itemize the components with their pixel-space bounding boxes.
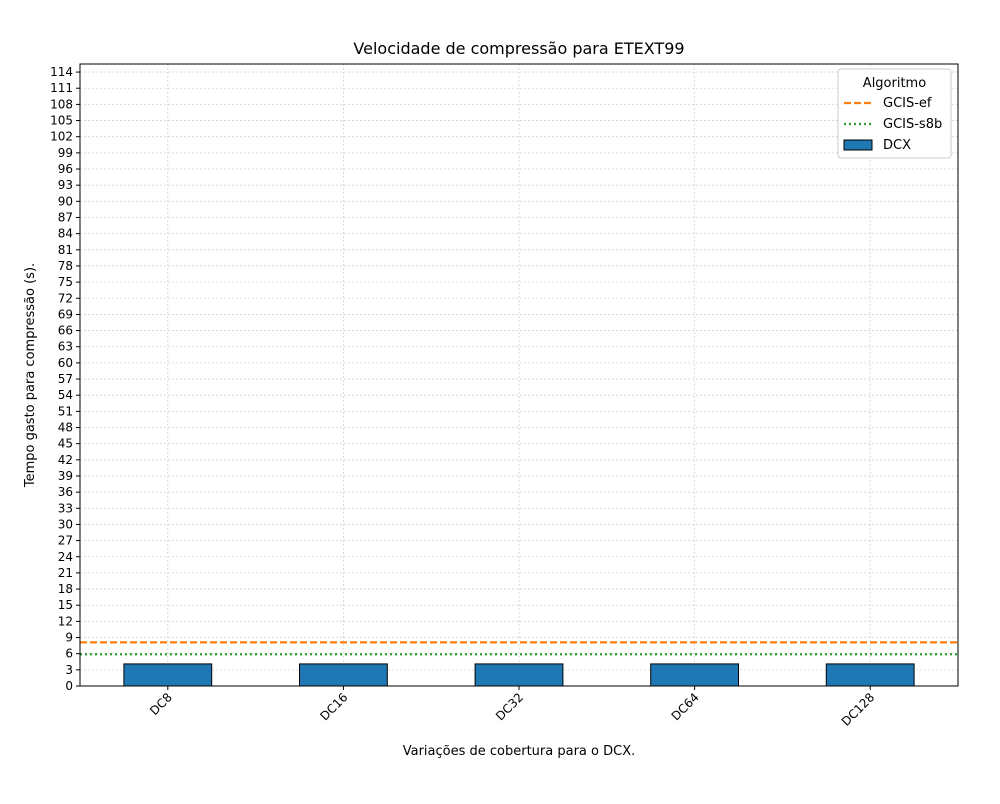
y-tick-label: 45 (58, 437, 73, 451)
y-tick-label: 6 (65, 647, 73, 661)
legend: Algoritmo GCIS-ef GCIS-s8b DCX (837, 68, 952, 159)
bars (123, 663, 915, 687)
reference-lines (80, 641, 958, 656)
bar-dc16 (299, 663, 388, 687)
y-tick-label: 63 (58, 340, 73, 354)
y-tick-label: 93 (58, 178, 73, 192)
y-tick-label: 0 (65, 679, 73, 693)
x-tick-label: DC32 (493, 690, 526, 723)
y-tick-label: 21 (58, 566, 73, 580)
y-tick-label: 3 (65, 663, 73, 677)
y-tick-label: 9 (65, 631, 73, 645)
bar-dc128 (825, 663, 915, 687)
y-tick-label: 87 (58, 210, 73, 224)
x-tick-label: DC8 (147, 690, 175, 718)
legend-label-gcis-s8b: GCIS-s8b (883, 117, 942, 132)
bar-dc8 (123, 663, 213, 687)
x-tick-label: DC64 (669, 690, 702, 723)
legend-label-gcis-ef: GCIS-ef (883, 96, 932, 111)
y-tick-label: 114 (50, 65, 73, 79)
y-tick-label: 72 (58, 291, 73, 305)
y-tick-label: 12 (58, 614, 73, 628)
x-tick-label: DC128 (839, 690, 878, 729)
x-tick-label: DC16 (317, 690, 350, 723)
y-tick-label: 15 (58, 598, 73, 612)
legend-title: Algoritmo (863, 76, 926, 91)
legend-box (837, 68, 952, 159)
y-tick-label: 54 (58, 388, 73, 402)
y-tick-label: 18 (58, 582, 73, 596)
y-tick-label: 84 (58, 227, 73, 241)
y-tick-label: 108 (50, 97, 73, 111)
y-tick-label: 57 (58, 372, 73, 386)
y-tick-label: 30 (58, 517, 73, 531)
y-tick-label: 111 (50, 81, 73, 95)
y-tick-label: 105 (50, 114, 73, 128)
y-axis-title: Tempo gasto para compressão (s). (23, 263, 38, 488)
y-tick-label: 81 (58, 243, 73, 257)
y-tick-label: 39 (58, 469, 73, 483)
y-tick-label: 27 (58, 534, 73, 548)
y-tick-label: 66 (58, 324, 73, 338)
legend-label-dcx: DCX (883, 138, 911, 153)
y-tick-label: 96 (58, 162, 73, 176)
chart-title: Velocidade de compressão para ETEXT99 (353, 39, 684, 58)
y-tick-label: 99 (58, 146, 73, 160)
y-tick-label: 78 (58, 259, 73, 273)
y-tick-label: 42 (58, 453, 73, 467)
y-tick-label: 60 (58, 356, 73, 370)
y-tick-label: 69 (58, 307, 73, 321)
y-tick-label: 102 (50, 130, 73, 144)
y-tick-label: 48 (58, 421, 73, 435)
legend-swatch-dcx (843, 139, 873, 151)
y-axis: 0369121518212427303336394245485154576063… (50, 65, 80, 693)
x-axis: DC8 DC16 DC32 DC64 DC128 (147, 686, 877, 729)
y-tick-label: 36 (58, 485, 73, 499)
y-tick-label: 33 (58, 501, 73, 515)
y-tick-label: 90 (58, 194, 73, 208)
y-tick-label: 75 (58, 275, 73, 289)
y-tick-label: 51 (58, 404, 73, 418)
x-axis-title: Variações de cobertura para o DCX. (403, 744, 636, 759)
grid (80, 64, 958, 687)
bar-dc32 (474, 663, 564, 687)
bar-dc64 (650, 663, 740, 687)
y-tick-label: 24 (58, 550, 73, 564)
